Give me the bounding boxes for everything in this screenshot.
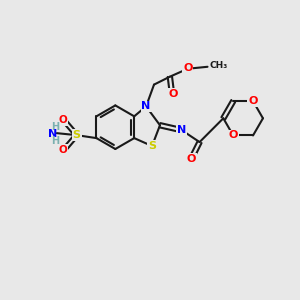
Text: O: O — [58, 145, 67, 155]
Text: O: O — [183, 63, 192, 73]
Text: O: O — [58, 115, 67, 125]
Text: H: H — [51, 136, 59, 146]
Text: O: O — [168, 88, 178, 98]
Text: O: O — [229, 130, 238, 140]
Text: O: O — [248, 96, 258, 106]
Text: CH₃: CH₃ — [209, 61, 228, 70]
Text: O: O — [187, 154, 196, 164]
Text: N: N — [48, 129, 58, 139]
Text: N: N — [177, 125, 186, 135]
Text: H: H — [51, 122, 59, 132]
Text: S: S — [73, 130, 81, 140]
Text: S: S — [148, 141, 156, 151]
Text: N: N — [142, 101, 151, 111]
